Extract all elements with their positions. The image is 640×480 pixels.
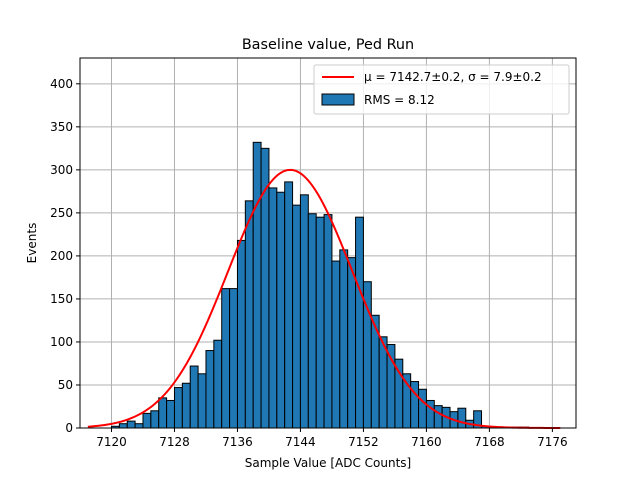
histogram-bar: [323, 214, 333, 429]
histogram-bar: [347, 257, 357, 429]
histogram-bar: [205, 350, 215, 429]
legend-hist-swatch: [321, 93, 355, 106]
histogram-bar: [355, 216, 364, 429]
y-tick-label: 150: [50, 292, 73, 306]
histogram-bar: [418, 388, 427, 429]
fit-curve: [87, 168, 561, 429]
histogram-bar: [268, 187, 278, 429]
histogram-bar: [284, 181, 294, 429]
x-axis-ticks: 7120 7128 7136 7144 7152 7160 7168 7176: [96, 428, 568, 449]
y-axis-ticks: 0 50 100 150 200 250 300 350 400: [50, 77, 80, 435]
histogram-bar: [331, 260, 341, 429]
y-tick-label: 350: [50, 120, 73, 134]
histogram-bar: [213, 339, 223, 429]
x-tick-label: 7160: [411, 435, 442, 449]
histogram-bar: [457, 407, 467, 429]
y-tick-label: 250: [50, 206, 73, 220]
histogram-bar: [394, 358, 404, 429]
legend-fit-label: μ = 7142.7±0.2, σ = 7.9±0.2: [364, 70, 542, 84]
y-tick-label: 50: [58, 378, 73, 392]
histogram-bar: [433, 405, 443, 429]
x-tick-label: 7152: [348, 435, 379, 449]
histogram-bar: [307, 213, 317, 429]
legend-hist-label: RMS = 8.12: [364, 93, 435, 107]
y-tick-label: 300: [50, 163, 73, 177]
histogram-bar: [276, 191, 286, 429]
histogram-bar: [126, 420, 136, 429]
histogram-bar: [189, 365, 199, 429]
histogram-bar: [134, 423, 144, 429]
histogram-bar: [166, 399, 175, 429]
histogram-bar: [142, 412, 152, 429]
x-tick-label: 7128: [159, 435, 190, 449]
histogram-bar: [158, 397, 168, 429]
y-tick-label: 0: [65, 421, 73, 435]
y-axis-label: Events: [25, 223, 39, 264]
histogram-bar: [173, 387, 183, 429]
histogram-bar: [229, 288, 238, 429]
histogram-bar: [252, 141, 262, 429]
y-tick-label: 400: [50, 77, 73, 91]
histogram-bar: [292, 204, 301, 429]
x-axis-label: Sample Value [ADC Counts]: [245, 456, 411, 470]
gaussian-fit: [87, 168, 561, 429]
legend-box: [313, 64, 570, 115]
x-tick-label: 7136: [222, 435, 253, 449]
plot-frame: [79, 57, 577, 429]
histogram-bar: [339, 249, 349, 429]
histogram-bar: [221, 288, 231, 429]
histogram-bar: [118, 423, 128, 429]
x-tick-label: 7120: [96, 435, 127, 449]
histogram-bar: [244, 200, 254, 429]
histogram-bar: [197, 373, 207, 429]
histogram-bar: [236, 239, 246, 429]
histogram-bar: [150, 410, 160, 429]
y-tick-label: 100: [50, 335, 73, 349]
legend: μ = 7142.7±0.2, σ = 7.9±0.2 RMS = 8.12: [313, 64, 570, 115]
histogram-bar: [299, 194, 309, 429]
histogram-bar: [181, 382, 191, 429]
x-tick-label: 7144: [285, 435, 316, 449]
x-tick-label: 7176: [537, 435, 568, 449]
histogram-bar: [315, 216, 325, 429]
y-tick-label: 200: [50, 249, 73, 263]
x-tick-label: 7168: [474, 435, 505, 449]
chart-title: Baseline value, Ped Run: [242, 37, 414, 53]
